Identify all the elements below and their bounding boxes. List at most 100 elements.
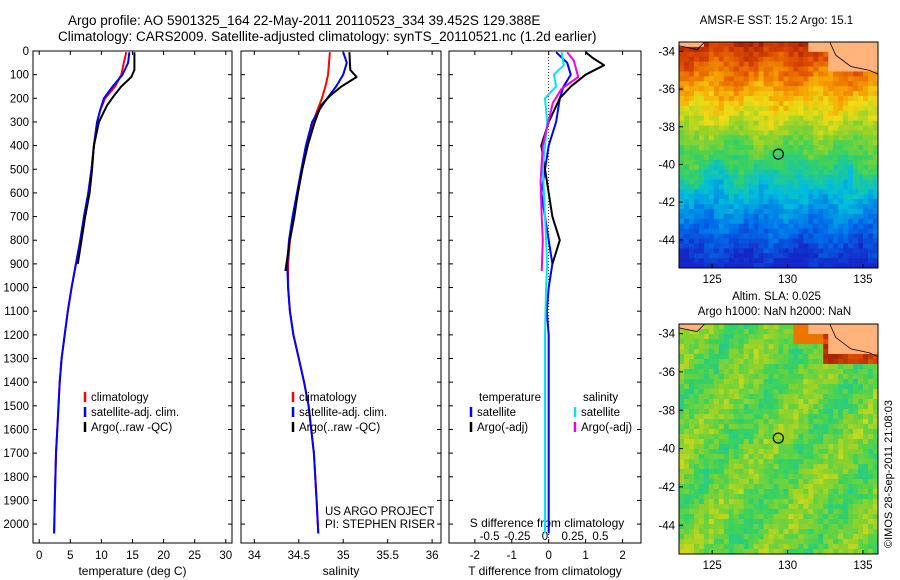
- map-cell: [733, 174, 739, 180]
- map-cell: [738, 169, 744, 175]
- map-cell: [753, 120, 759, 126]
- map-cell: [783, 184, 789, 190]
- map-cell: [858, 439, 864, 445]
- map-cell: [733, 469, 739, 475]
- map-cell: [798, 449, 804, 455]
- map-cell: [858, 253, 864, 259]
- map-cell: [813, 223, 819, 229]
- map-cell: [703, 324, 710, 330]
- map-cell: [813, 120, 819, 126]
- map-cell: [683, 213, 690, 220]
- map-cell: [793, 474, 799, 480]
- map-cell: [798, 238, 804, 244]
- map-cell: [728, 66, 735, 72]
- map-cell: [743, 110, 749, 116]
- map-cell: [753, 238, 759, 244]
- s-tick-label: -0.25: [504, 531, 530, 543]
- map-cell: [733, 329, 739, 335]
- map-cell: [728, 110, 735, 116]
- map-cell: [708, 394, 715, 400]
- map-cell: [768, 96, 774, 102]
- map-cell: [813, 524, 819, 530]
- map-cell: [803, 150, 809, 156]
- map-cell: [788, 100, 794, 107]
- map-cell: [688, 464, 695, 470]
- map-cell: [733, 169, 739, 175]
- map-cell: [833, 544, 839, 550]
- map-cell: [848, 549, 854, 555]
- map-cell: [738, 174, 744, 180]
- map-cell: [873, 399, 879, 405]
- map-cell: [868, 110, 874, 116]
- map-cell: [833, 253, 839, 259]
- map-cell: [788, 56, 794, 62]
- map-cell: [738, 110, 744, 116]
- y-tick-label: 1300: [3, 354, 29, 366]
- map-cell: [733, 115, 739, 121]
- map-cell: [778, 105, 784, 112]
- map-cell: [843, 150, 849, 156]
- map-cell: [858, 263, 864, 269]
- map-cell: [753, 218, 759, 225]
- map-cell: [788, 81, 794, 87]
- map-cell: [803, 71, 809, 77]
- map-cell: [788, 71, 794, 77]
- map-cell: [793, 429, 799, 435]
- s-tick-label: -0.5: [480, 531, 500, 543]
- map-cell: [828, 253, 834, 259]
- map-cell: [743, 339, 749, 345]
- map-cell: [763, 344, 769, 350]
- map-cell: [698, 454, 705, 460]
- map-cell: [738, 469, 744, 475]
- map-cell: [688, 449, 695, 455]
- map-cell: [863, 213, 869, 220]
- map-cell: [703, 339, 710, 345]
- map-cell: [683, 61, 690, 67]
- map-cell: [853, 344, 859, 350]
- map-cell: [813, 354, 819, 360]
- map-cell: [853, 199, 859, 205]
- map-cell: [773, 539, 779, 545]
- map-cell: [843, 419, 849, 425]
- map-cell: [698, 424, 705, 430]
- map-cell: [868, 534, 874, 540]
- map-cell: [833, 364, 839, 370]
- map-cell: [778, 344, 784, 350]
- map-cell: [728, 364, 735, 370]
- map-cell: [733, 449, 739, 455]
- map-cell: [783, 179, 789, 185]
- map-cell: [808, 494, 814, 500]
- imos-stamp: ©IMOS 28-Sep-2011 21:08:03: [883, 400, 895, 548]
- map-cell: [753, 194, 759, 200]
- map-cell: [713, 76, 720, 82]
- map-cell: [828, 81, 834, 87]
- map-cell: [733, 120, 739, 126]
- map-cell: [873, 524, 879, 530]
- map-cell: [723, 469, 730, 475]
- map-cell: [743, 404, 749, 410]
- map-cell: [679, 504, 685, 510]
- map-cell: [853, 409, 859, 415]
- map-cell: [718, 223, 725, 229]
- map-cell: [783, 209, 789, 215]
- map-cell: [848, 474, 854, 480]
- map-cell: [783, 424, 789, 430]
- map-cell: [743, 105, 749, 112]
- map-cell: [843, 354, 849, 360]
- map-cell: [768, 66, 774, 72]
- map-cell: [783, 344, 789, 350]
- map-cell: [679, 399, 685, 405]
- map-cell: [803, 504, 809, 510]
- map-cell: [848, 439, 854, 445]
- map-cell: [688, 223, 695, 229]
- map-cell: [698, 263, 705, 269]
- map-cell: [818, 544, 824, 550]
- map-cell: [758, 115, 764, 121]
- map-cell: [853, 120, 859, 126]
- map-cell: [753, 100, 759, 107]
- map-cell: [743, 213, 749, 220]
- map-cell: [853, 369, 859, 375]
- map-cell: [803, 91, 809, 97]
- y-tick-label: -36: [658, 84, 675, 96]
